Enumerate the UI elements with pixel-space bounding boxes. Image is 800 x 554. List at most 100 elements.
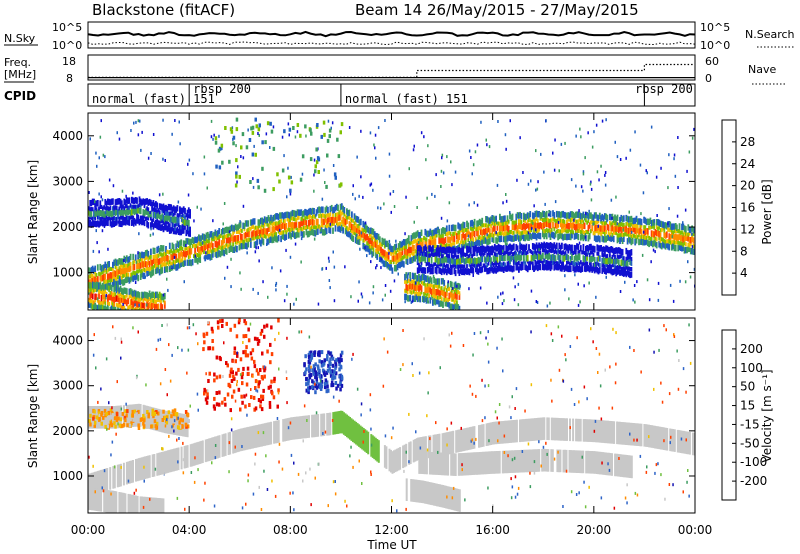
power-echo-cell: [505, 243, 508, 251]
power-echo-cell: [223, 234, 226, 239]
power-echo-cell: [390, 264, 392, 271]
power-echo-cell: [182, 227, 185, 234]
power-noise-cell: [597, 224, 599, 228]
power-echo-cell: [100, 300, 103, 305]
power-echo-cell: [113, 291, 116, 296]
power-echo-cell: [644, 229, 647, 236]
velocity-ground-cell: [403, 444, 406, 468]
power-echo-cell: [443, 287, 446, 292]
velocity-ground-cell: [515, 450, 518, 473]
power-echo-cell: [574, 245, 577, 252]
power-echo-cell: [93, 267, 95, 274]
power-echo-cell: [352, 224, 355, 231]
power-echo-cell: [457, 267, 460, 274]
power-echo-cell: [480, 228, 482, 235]
velocity-ground-cell: [224, 433, 227, 456]
velocity-ground-cell: [472, 452, 475, 475]
power-echo-cell: [170, 211, 172, 216]
power-highalt-cell: [218, 165, 222, 170]
velocity-ground-cell: [449, 486, 452, 510]
velocity-ground-cell: [410, 479, 413, 502]
power-echo-cell: [557, 217, 559, 222]
power-echo-cell: [553, 260, 556, 265]
power-echo-cell: [429, 263, 432, 268]
power-echo-cell: [267, 223, 270, 228]
power-echo-cell: [181, 257, 184, 262]
power-echo-cell: [524, 245, 527, 252]
power-echo-cell: [105, 269, 108, 274]
power-echo-cell: [203, 239, 205, 244]
power-echo-cell: [160, 214, 162, 222]
power-echo-cell: [496, 260, 499, 265]
power-echo-cell: [133, 208, 136, 216]
power-echo-cell: [486, 238, 489, 245]
power-echo-cell: [569, 261, 572, 266]
power-echo-cell: [313, 219, 315, 226]
power-echo-cell: [620, 266, 623, 271]
power-highalt-cell: [258, 123, 261, 128]
power-noise-cell: [686, 169, 688, 173]
velocity-ground-cell: [615, 453, 618, 477]
power-noise-cell: [162, 293, 165, 297]
velocity-ground-cell: [623, 422, 626, 445]
power-echo-cell: [600, 219, 602, 224]
power-echo-cell: [368, 228, 371, 235]
power-echo-cell: [373, 240, 376, 248]
power-echo-cell: [438, 233, 441, 238]
power-echo-cell: [236, 235, 238, 242]
power-echo-cell: [144, 297, 147, 302]
power-echo-cell: [91, 198, 94, 205]
velocity-ground-cell: [118, 492, 121, 513]
power-noise-cell: [105, 296, 107, 300]
velocity-ground-cell: [416, 479, 419, 503]
power-echo-cell: [185, 246, 188, 251]
power-echo-cell: [405, 238, 408, 246]
power-echo-cell: [224, 234, 227, 239]
velocity-echo-cell: [226, 392, 230, 397]
power-echo-cell: [176, 240, 179, 247]
power-echo-cell: [123, 287, 126, 294]
power-echo-cell: [440, 237, 443, 244]
power-echo-cell: [437, 251, 439, 256]
power-echo-cell: [453, 235, 456, 242]
power-echo-cell: [165, 265, 167, 273]
power-noise-cell: [668, 207, 670, 211]
power-echo-cell: [335, 212, 338, 217]
power-echo-cell: [142, 307, 145, 310]
power-echo-cell: [554, 219, 557, 224]
power-echo-cell: [574, 266, 577, 273]
power-echo-cell: [616, 236, 619, 244]
power-echo-cell: [295, 210, 298, 218]
power-echo-cell: [109, 290, 112, 295]
power-echo-cell: [152, 291, 155, 298]
power-echo-cell: [328, 222, 331, 227]
velocity-ground-cell: [151, 407, 154, 430]
power-echo-cell: [478, 262, 481, 267]
velocity-ground-cell: [480, 451, 483, 475]
power-echo-cell: [480, 225, 482, 230]
power-echo-cell: [148, 211, 151, 218]
power-echo-cell: [223, 245, 226, 250]
power-echo-cell: [105, 279, 108, 284]
power-echo-cell: [215, 241, 218, 248]
power-echo-cell: [574, 224, 577, 231]
power-echo-cell: [478, 235, 481, 240]
power-echo-cell: [433, 252, 435, 257]
power-echo-cell: [276, 236, 279, 243]
power-echo-cell: [569, 218, 572, 223]
power-echo-cell: [418, 295, 420, 302]
power-echo-cell: [512, 220, 515, 225]
power-echo-cell: [562, 210, 564, 218]
velocity-ground-cell: [364, 429, 367, 452]
power-echo-cell: [161, 204, 164, 211]
power-echo-cell: [137, 297, 140, 302]
power-echo-cell: [538, 263, 540, 270]
power-echo-cell: [127, 297, 129, 305]
power-echo-cell: [535, 252, 538, 260]
power-echo-cell: [244, 237, 247, 242]
power-echo-cell: [682, 223, 685, 230]
power-echo-cell: [533, 265, 535, 272]
power-noise-cell: [582, 172, 585, 176]
power-echo-cell: [158, 258, 161, 265]
